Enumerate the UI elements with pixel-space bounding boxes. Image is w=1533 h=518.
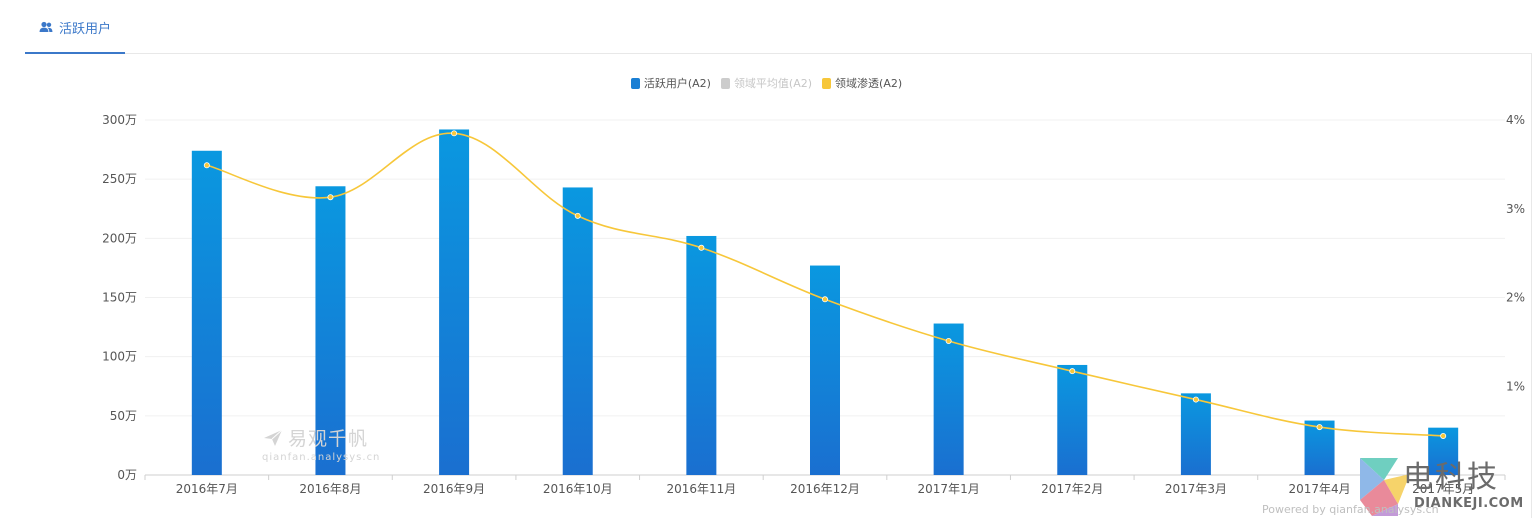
y-left-tick-label: 200万 [102,231,137,245]
x-tick-label: 2017年4月 [1288,482,1350,496]
y-left-tick-label: 250万 [102,172,137,186]
legend-label: 活跃用户(A2) [643,77,711,90]
legend-item-active-users[interactable]: 活跃用户(A2) [630,73,711,93]
line-point-domain-penetration [1316,424,1323,431]
x-tick-label: 2017年5月 [1412,482,1474,496]
tab-label: 活跃用户 [58,21,111,37]
legend-item-domain-average[interactable]: 领域平均值(A2) [720,73,813,93]
bar-active-users [439,129,470,475]
line-point-domain-penetration [945,337,952,344]
legend-label: 领域渗透(A2) [835,77,903,90]
y-left-tick-label: 300万 [102,113,137,127]
y-right-tick-label: 3% [1506,202,1525,216]
legend-swatch [630,77,640,89]
line-point-domain-penetration [574,212,581,219]
x-tick-label: 2017年2月 [1041,482,1103,496]
bar-active-users [191,150,222,475]
chart-legend: 活跃用户(A2) 领域平均值(A2) 领域渗透(A2) [0,73,1533,93]
line-point-domain-penetration [1069,368,1076,375]
brand-mark-icon [1360,458,1410,516]
tab-active-users[interactable]: 活跃用户 [25,0,125,54]
bar-active-users [1057,364,1088,475]
y-left-tick-label: 0万 [117,468,137,482]
y-right-tick-label: 4% [1506,113,1525,127]
bar-active-users [933,323,964,475]
legend-item-domain-penetration[interactable]: 领域渗透(A2) [822,73,902,93]
line-point-domain-penetration [698,244,705,251]
watermark-url: qianfan.analysys.cn [262,452,381,463]
y-right-tick-label: 2% [1506,291,1525,305]
y-left-tick-label: 150万 [102,291,137,305]
x-tick-label: 2016年7月 [176,482,238,496]
panel-right-border [1531,54,1532,518]
x-tick-label: 2016年12月 [790,482,860,496]
bar-active-users [1180,393,1211,475]
users-icon [39,21,53,32]
x-tick-label: 2016年9月 [423,482,485,496]
x-tick-label: 2016年10月 [543,482,613,496]
powered-by-text: Powered by qianfan.analysys.cn [1262,503,1439,516]
line-point-domain-penetration [451,130,458,137]
legend-swatch [720,77,730,89]
brand-domain: DIANKEJI.COM [1414,496,1524,511]
x-tick-label: 2016年11月 [666,482,736,496]
tab-bar: 活跃用户 [25,0,1532,54]
x-tick-label: 2017年3月 [1165,482,1227,496]
line-point-domain-penetration [1440,432,1447,439]
bar-active-users [315,186,346,475]
line-point-domain-penetration [327,194,334,201]
y-right-tick-label: 1% [1506,379,1525,393]
watermark-title: 易观千帆 [288,428,369,450]
plane-logo-icon [264,429,283,446]
bar-active-users [562,187,593,475]
line-point-domain-penetration [822,296,829,303]
tab-active-underline [25,52,125,54]
x-tick-label: 2016年8月 [299,482,361,496]
legend-label: 领域平均值(A2) [733,77,813,90]
y-left-tick-label: 100万 [102,350,137,364]
y-left-tick-label: 50万 [110,409,137,423]
line-point-domain-penetration [203,162,210,169]
watermark: 易观千帆 qianfan.analysys.cn [262,424,380,463]
bar-active-users [686,235,717,475]
line-point-domain-penetration [1192,396,1199,403]
legend-swatch [822,77,832,89]
brand-name: 电科技 [1403,460,1499,495]
brand-logo: 电科技 DIANKEJI.COM [1358,452,1533,518]
x-tick-label: 2017年1月 [918,482,980,496]
